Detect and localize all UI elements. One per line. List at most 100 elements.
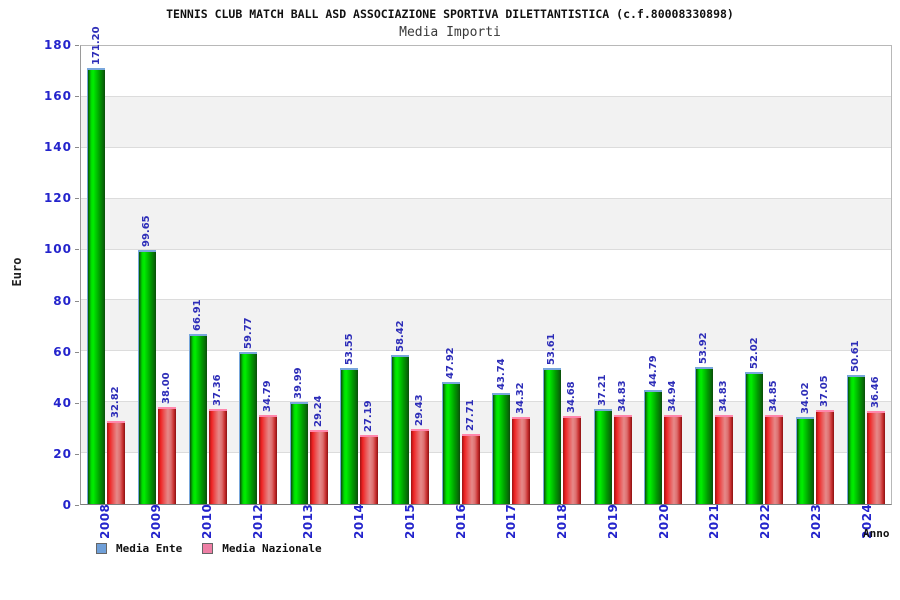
media-ente-bar-2018: 53.61 [542,333,561,504]
y-tick-mark [75,402,79,404]
x-tick-cell: 2016 [435,503,486,547]
value-label: 37.36 [211,374,223,406]
value-label: 44.79 [647,355,659,388]
media-ente-bar-2014: 53.55 [340,333,359,504]
x-tick-label: 2023 [808,503,823,539]
y-tick-mark [75,147,79,149]
media-ente-bar-2021: 53.92 [694,332,713,504]
bar-group-2015: 58.42 29.43 [385,46,436,504]
value-label: 59.77 [242,317,254,349]
x-tick-label: 2019 [605,503,620,539]
media-ente-bar-2016: 47.92 [441,347,460,504]
bar-group-2008: 171.20 32.82 [81,27,132,504]
media-ente-bar-2009: 99.65 [137,216,156,504]
y-tick-label: 60 [53,344,72,359]
x-tick-label: 2015 [402,503,417,539]
media-nazionale-swatch-icon [202,543,214,554]
y-tick-mark [75,505,79,506]
x-tick-label: 2022 [758,503,773,539]
x-axis-label: Anno [863,527,890,540]
bar-group-2009: 99.65 38.00 [132,46,183,504]
value-label: 53.61 [546,332,558,365]
y-tick-label: 120 [43,191,72,206]
bar-group-2020: 44.79 34.94 [638,46,689,504]
x-tick-cell: 2019 [588,503,639,547]
bar-group-2017: 43.74 34.32 [486,46,537,504]
value-label: 66.91 [192,299,204,331]
media-nazionale-bar-2010: 37.36 [208,374,227,504]
x-tick-cell: 2014 [334,503,385,547]
value-label: 34.83 [717,380,729,413]
value-label: 171.20 [90,26,102,66]
x-tick-cell: 2010 [182,503,233,547]
media-nazionale-bar-2017: 34.32 [512,382,531,504]
media-ente-bar-2020: 44.79 [644,355,663,504]
bar-group-2022: 52.02 34.85 [739,46,790,504]
value-label: 27.71 [464,398,476,431]
value-label: 29.43 [414,394,426,427]
value-label: 29.24 [312,394,324,427]
x-tick-cell: 2012 [232,503,283,547]
value-label: 58.42 [394,320,406,353]
value-label: 34.68 [565,381,577,413]
y-axis-label: Euro [10,257,24,287]
y-tick-label: 160 [43,89,72,104]
x-tick-cell: 2024 [841,504,892,547]
x-tick-cell: 2017 [486,504,537,547]
value-label: 53.92 [698,332,710,364]
media-nazionale-bar-2014: 27.19 [360,400,379,504]
y-tick-mark [75,300,79,302]
bar-group-2019: 37.21 34.83 [587,46,638,504]
x-tick-label: 2012 [250,503,265,539]
value-label: 43.74 [495,358,507,390]
y-tick-label: 140 [43,140,72,155]
y-tick-label: 180 [43,38,72,52]
y-tick-label: 0 [62,498,72,512]
value-label: 34.83 [616,380,628,413]
value-label: 47.92 [445,347,457,380]
media-nazionale-bar-2009: 38.00 [157,373,176,504]
x-tick-label: 2008 [98,503,113,539]
plot-area: 171.20 32.82 99.65 38.00 66.91 37.36 59.77 34.7… [80,27,892,505]
y-axis: 0 20 40 60 80 100 120 140 160 180 [0,38,80,512]
plot-band [81,249,891,301]
media-nazionale-bar-2012: 34.79 [259,381,278,504]
value-label: 99.65 [141,215,153,248]
media-ente-bar-2013: 39.99 [289,368,308,504]
media-nazionale-bar-2021: 34.83 [714,381,733,504]
media-ente-bar-2019: 37.21 [593,375,612,504]
x-tick-cell: 2022 [740,503,791,547]
value-label: 34.79 [262,380,274,413]
value-label: 37.05 [819,375,831,407]
x-tick-cell: 2018 [537,504,588,547]
value-label: 36.46 [869,376,881,409]
x-tick-label: 2014 [352,503,367,539]
value-label: 39.99 [293,367,305,400]
bar-group-2012: 59.77 34.79 [233,46,284,504]
legend-item-media-nazionale: Media Nazionale [202,542,322,555]
bar-group-2018: 53.61 34.68 [537,46,588,504]
x-tick-label: 2020 [656,503,671,539]
bar-group-2013: 39.99 29.24 [284,46,335,504]
x-tick-cell: 2015 [385,503,436,547]
plot-band [81,147,891,199]
media-nazionale-bar-2019: 34.83 [613,381,632,504]
y-tick-mark [75,45,79,46]
media-ente-swatch-icon [96,543,107,554]
media-nazionale-bar-2016: 27.71 [461,399,480,504]
x-tick-label: 2010 [199,503,214,539]
value-label: 37.21 [597,374,609,407]
chart-title: TENNIS CLUB MATCH BALL ASD ASSOCIAZIONE … [166,7,734,21]
value-label: 34.94 [667,380,679,413]
x-tick-label: 2016 [453,503,468,539]
x-axis: 2008 2009 2010 2012 2013 2014 2015 2016 2017 2018… [80,503,892,547]
value-label: 52.02 [748,337,760,369]
value-label: 34.85 [768,380,780,413]
media-ente-bar-2008: 171.20 [87,27,106,504]
value-label: 53.55 [343,333,355,365]
y-tick-mark [75,198,79,200]
media-nazionale-bar-2015: 29.43 [411,394,430,504]
legend-item-media-ente: Media Ente [96,542,182,555]
media-ente-bar-2015: 58.42 [391,321,410,504]
